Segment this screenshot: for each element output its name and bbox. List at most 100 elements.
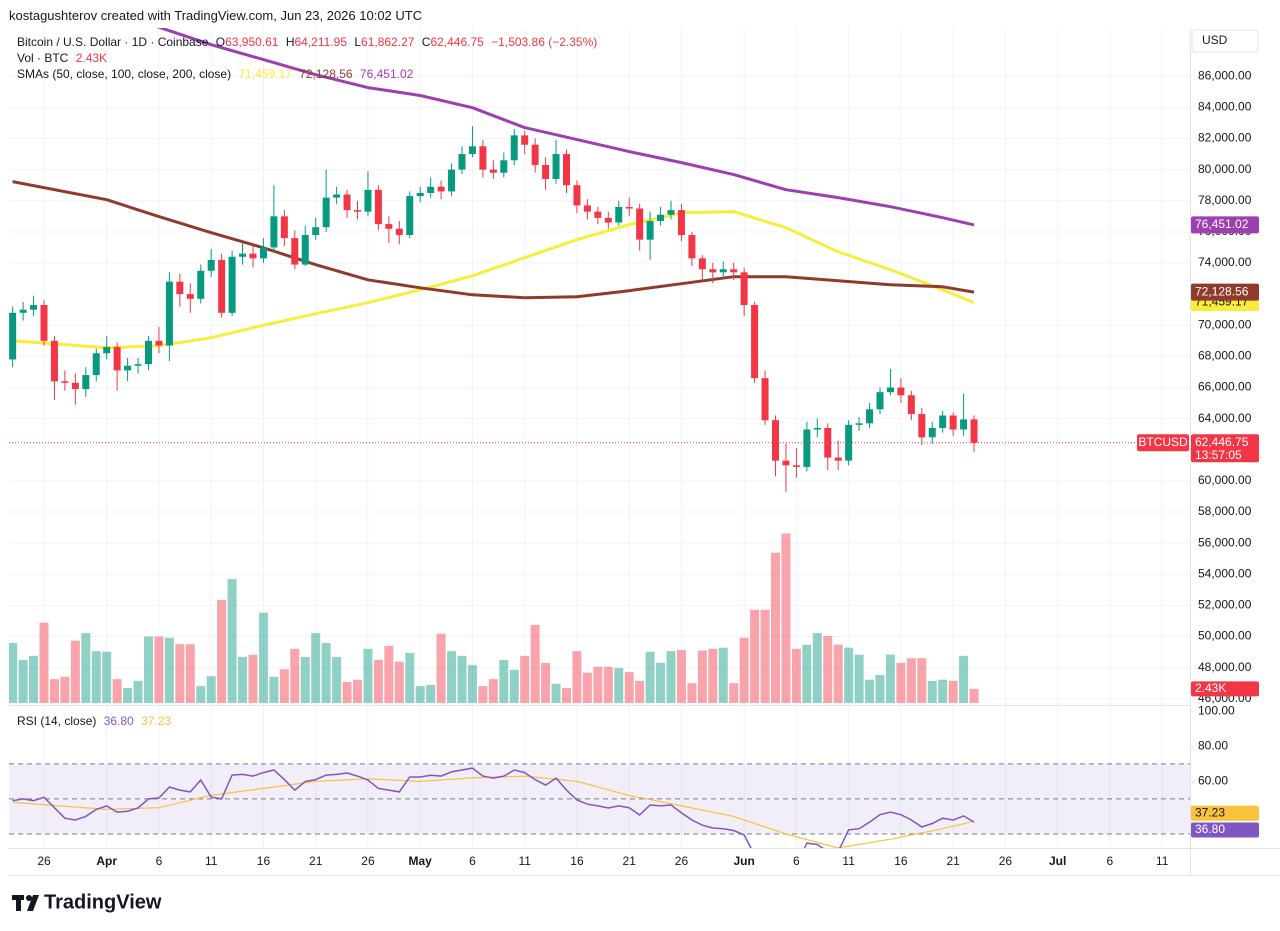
candle-body xyxy=(468,146,476,155)
x-tick-label: Jul xyxy=(1049,854,1066,868)
candle-body xyxy=(406,196,414,235)
volume-bar xyxy=(478,686,488,703)
x-tick-label: May xyxy=(409,854,433,868)
y-tick-label: 100.00 xyxy=(1198,703,1235,717)
ohlc-key: O xyxy=(215,35,226,49)
currency-box[interactable] xyxy=(1191,29,1259,53)
candle-body xyxy=(343,194,351,211)
candle-body xyxy=(583,205,591,212)
volume-bar xyxy=(593,666,603,703)
candle-body xyxy=(834,457,842,461)
rsi-line xyxy=(12,767,975,848)
candle-body xyxy=(322,197,330,228)
volume-bar xyxy=(729,683,739,703)
y-tick-label: 68,000.00 xyxy=(1198,349,1252,363)
volume-bar xyxy=(718,647,728,703)
sma-badge: 76,451.02 xyxy=(1195,217,1249,231)
volume-bar xyxy=(248,654,258,703)
volume-bar xyxy=(321,643,331,703)
volume-bar xyxy=(906,658,916,703)
y-tick-label: 54,000.00 xyxy=(1198,566,1252,580)
y-tick-label: 60.00 xyxy=(1198,774,1228,788)
candle-body xyxy=(374,189,382,225)
candle-body xyxy=(709,269,717,273)
rsi-title[interactable]: RSI (14, close) xyxy=(17,714,97,728)
volume-bar xyxy=(91,651,101,703)
y-tick-label: 78,000.00 xyxy=(1198,193,1252,207)
logo: TradingView xyxy=(44,891,162,913)
symbol-badge-bg xyxy=(1137,434,1189,452)
candle-body xyxy=(782,460,790,466)
sma-value: 71,459.17 xyxy=(238,67,292,81)
volume-bar xyxy=(676,649,686,703)
candle-body xyxy=(657,214,665,221)
y-tick-label: 58,000.00 xyxy=(1198,504,1252,518)
candle-body xyxy=(730,269,738,273)
volume-bar xyxy=(426,684,436,703)
rsi-badge: 37.23 xyxy=(1195,805,1225,819)
volume-bar xyxy=(530,624,540,703)
rsi-value: 37.23 xyxy=(141,714,172,728)
volume-bar xyxy=(373,659,383,703)
volume-bar xyxy=(844,647,854,703)
volume-bar xyxy=(488,679,498,703)
candle-body xyxy=(740,272,748,306)
x-tick-label: 21 xyxy=(946,854,960,868)
symbol-title[interactable]: Bitcoin / U.S. Dollar · 1D · Coinbase xyxy=(17,35,209,49)
volume-bar xyxy=(206,676,216,703)
candle-body xyxy=(61,381,69,383)
candle-body xyxy=(301,234,309,265)
candle-body xyxy=(772,420,779,461)
volume-badge-bg xyxy=(1191,681,1259,697)
y-tick-label: 50,000.00 xyxy=(1198,629,1252,643)
y-tick-label: 84,000.00 xyxy=(1198,100,1252,114)
x-tick-label: 26 xyxy=(361,854,375,868)
volume-bar xyxy=(697,650,707,703)
x-tick-label: 6 xyxy=(793,854,800,868)
volume-legend: Vol · BTC 2.43K xyxy=(17,50,111,66)
volume-bar xyxy=(447,651,457,703)
y-tick-label: 60,000.00 xyxy=(1198,473,1252,487)
volume-bar xyxy=(854,654,864,703)
candle-body xyxy=(510,135,518,161)
candle-body xyxy=(604,217,612,223)
volume-bar xyxy=(635,680,645,703)
sma-value: 72,128.56 xyxy=(299,67,353,81)
candle-body xyxy=(395,228,403,235)
candle-body xyxy=(312,227,320,235)
volume-bar xyxy=(927,680,937,703)
x-tick-label: Jun xyxy=(733,854,754,868)
sma-legend: SMAs (50, close, 100, close, 200, close)… xyxy=(17,66,417,82)
volume-bar xyxy=(457,655,467,703)
volume-bar xyxy=(791,648,801,703)
volume-bar xyxy=(624,672,634,703)
volume-bar xyxy=(520,655,530,703)
candle-body xyxy=(9,312,17,360)
candle-body xyxy=(437,186,445,192)
sma-title[interactable]: SMAs (50, close, 100, close, 200, close) xyxy=(17,67,232,81)
x-tick-label: 16 xyxy=(257,854,271,868)
x-tick-label: 26 xyxy=(37,854,51,868)
volume-bar xyxy=(572,651,582,703)
volume-bar xyxy=(238,656,248,703)
ohlc-value: 61,862.27 xyxy=(361,35,415,49)
candle-body xyxy=(615,206,623,223)
candle-body xyxy=(489,169,497,173)
volume-bar xyxy=(175,644,185,703)
volume-bar xyxy=(708,648,718,703)
y-tick-label: 82,000.00 xyxy=(1198,131,1252,145)
y-tick-label: 66,000.00 xyxy=(1198,380,1252,394)
volume-bar xyxy=(394,661,404,703)
volume-bar xyxy=(656,662,666,703)
candle-body xyxy=(176,281,184,295)
volume-bar xyxy=(18,659,28,703)
currency: USD xyxy=(1202,33,1228,47)
countdown: 13:57:05 xyxy=(1195,448,1242,462)
volume-bar xyxy=(290,648,300,703)
volume-bar xyxy=(384,645,394,703)
volume-bar xyxy=(196,686,206,703)
candle-body xyxy=(30,305,38,310)
volume-title[interactable]: Vol · BTC xyxy=(17,51,69,65)
candle-body xyxy=(824,427,832,458)
volume-bar xyxy=(70,640,80,703)
